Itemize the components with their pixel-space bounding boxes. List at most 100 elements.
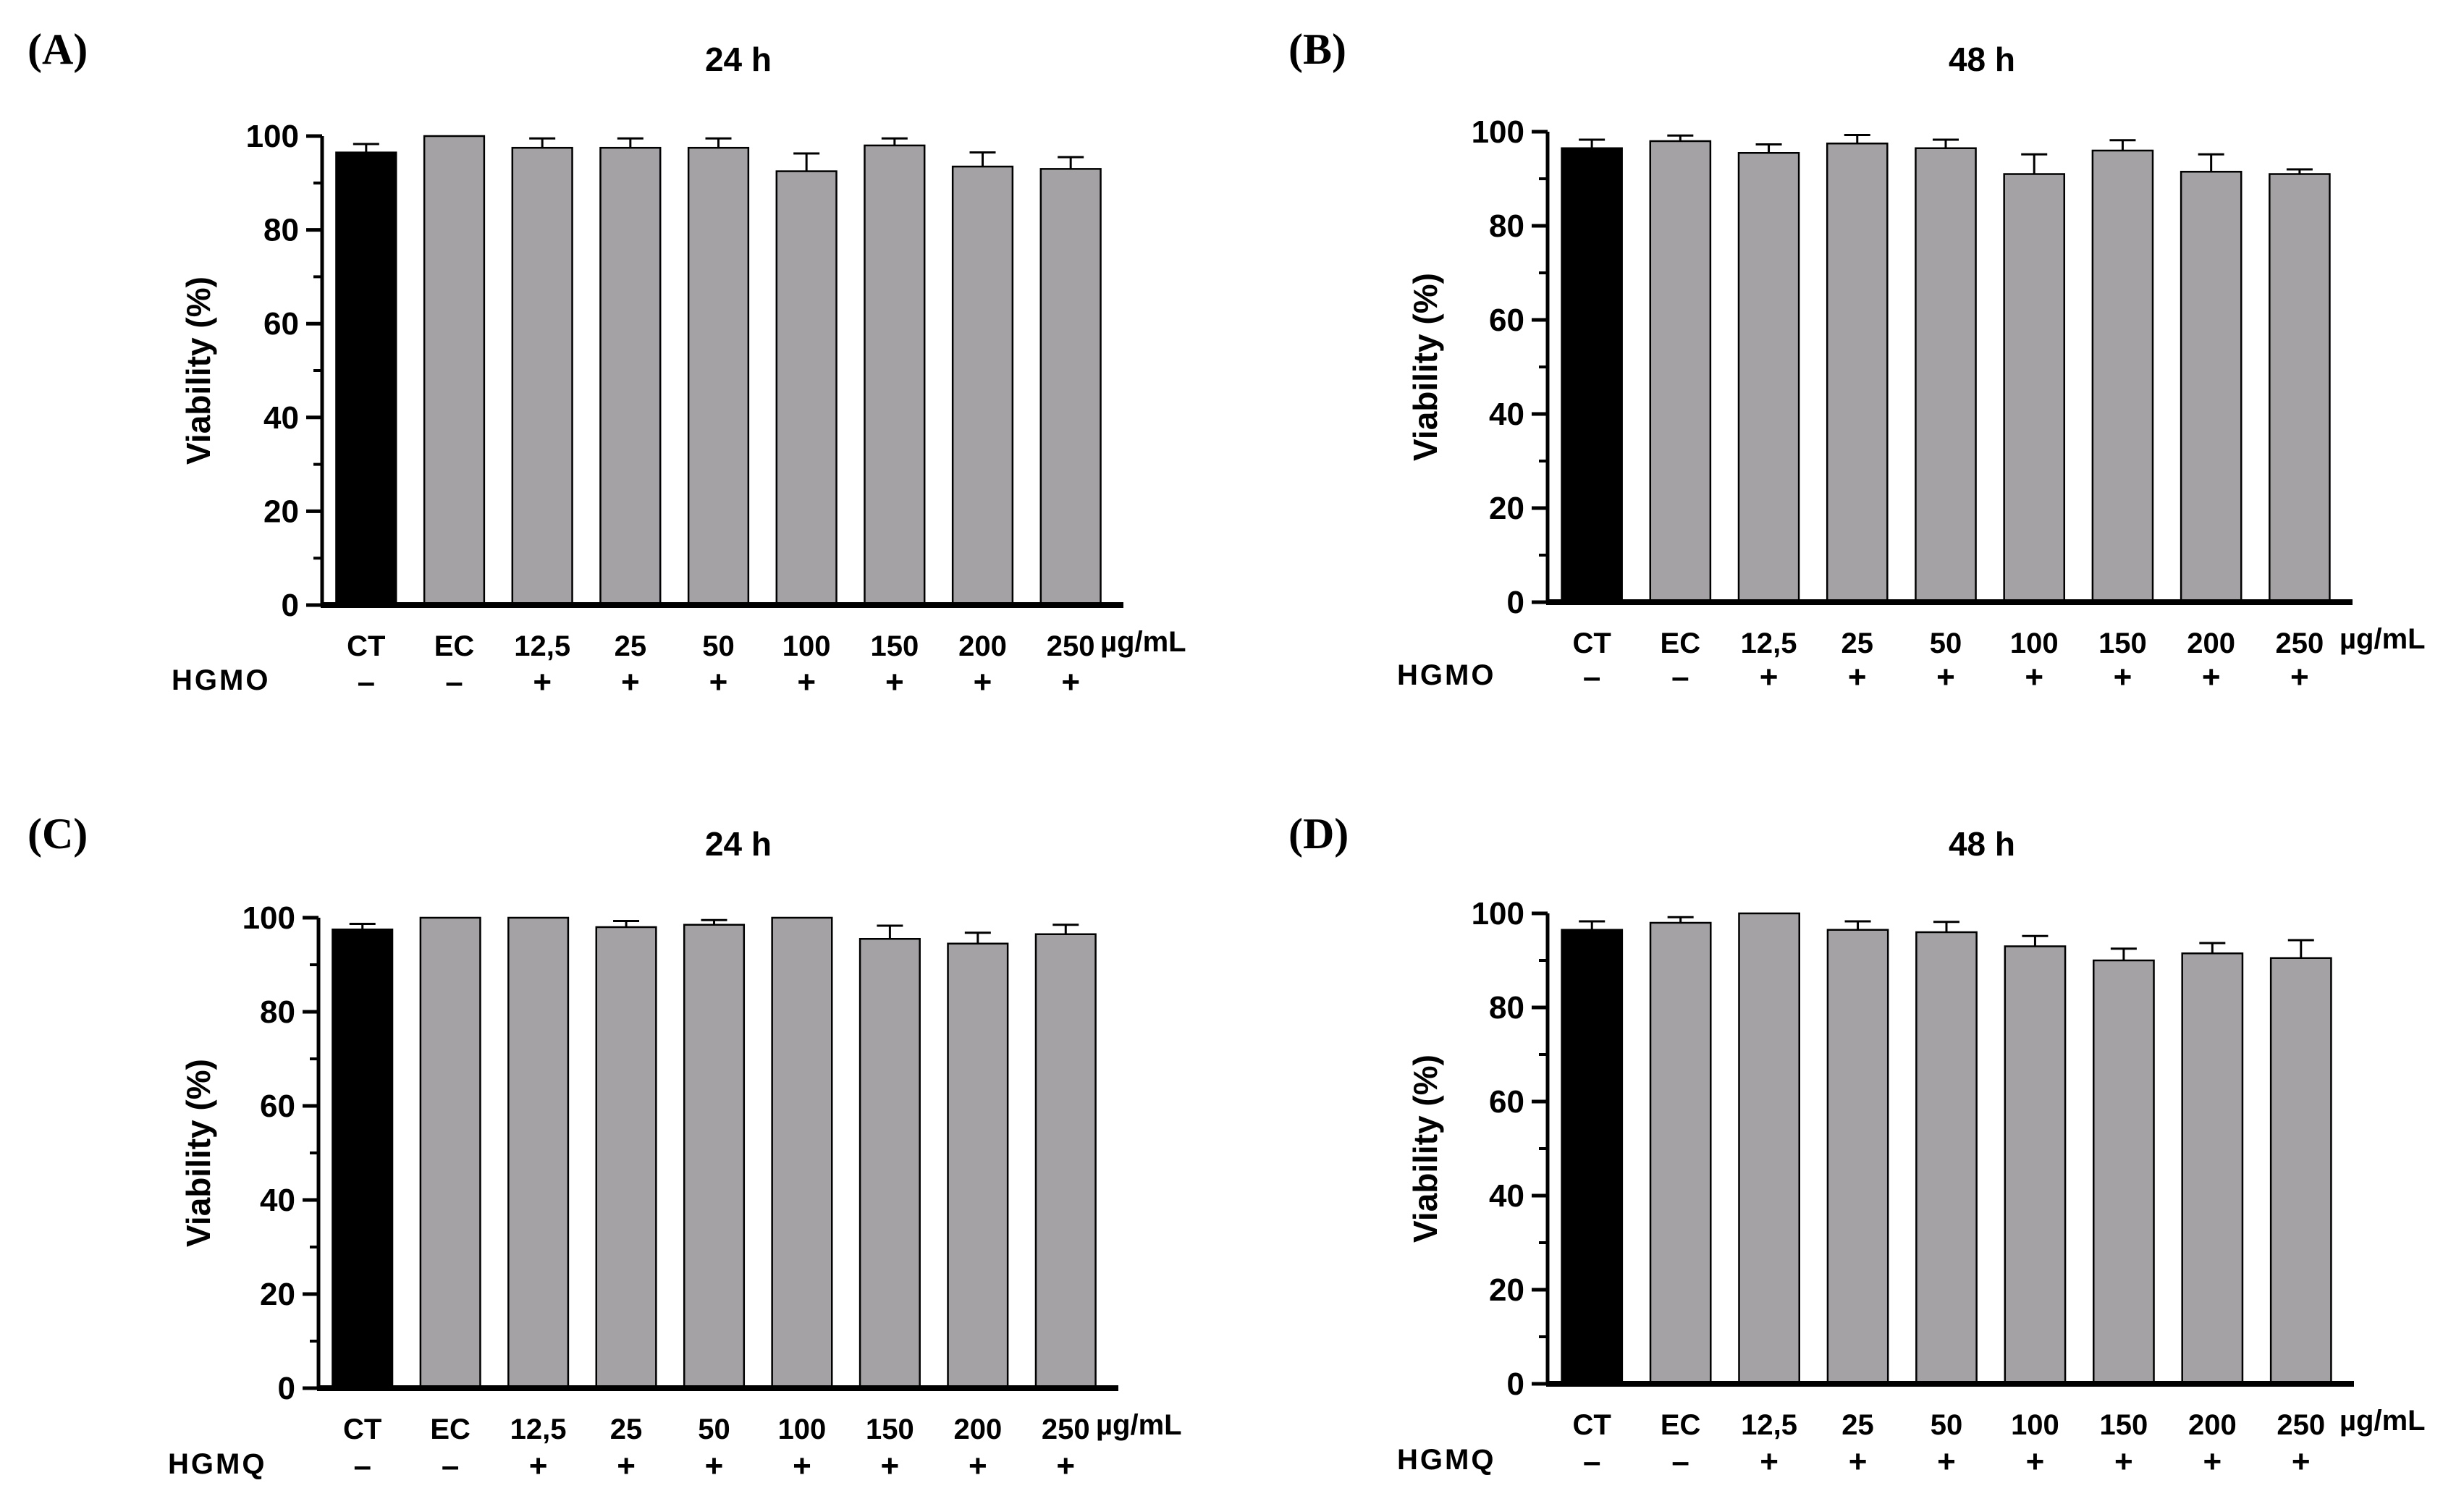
- bar: [2004, 945, 2067, 1385]
- y-tick-label: 0: [278, 1371, 295, 1406]
- bar: [947, 942, 1009, 1390]
- y-tick-label: 80: [260, 994, 295, 1030]
- y-tick-label: 40: [1489, 1178, 1524, 1214]
- y-axis-label: Viability (%): [180, 1059, 217, 1247]
- treatment-sign: +: [709, 664, 728, 700]
- y-tick-label: 40: [260, 1183, 295, 1218]
- treatment-sign: –: [442, 1448, 459, 1484]
- treatment-sign: +: [529, 1448, 548, 1484]
- category-label: 150: [2098, 627, 2147, 659]
- bar: [332, 929, 394, 1390]
- treatment-sign: –: [1583, 1444, 1600, 1479]
- treatment-sign: –: [1671, 659, 1689, 695]
- unit-label: µg/mL: [2339, 623, 2426, 655]
- y-tick-label: 60: [1489, 1084, 1524, 1120]
- treatment-sign: +: [533, 664, 552, 700]
- bar: [1561, 147, 1623, 604]
- y-tick-label: 60: [260, 1089, 295, 1124]
- bar: [1561, 929, 1624, 1385]
- category-label: 50: [698, 1413, 730, 1445]
- treatment-sign: +: [881, 1448, 900, 1484]
- treatment-label: HGMO: [1397, 659, 1495, 691]
- unit-label: µg/mL: [1100, 626, 1186, 658]
- y-tick-label: 60: [263, 306, 299, 342]
- category-label: 250: [1042, 1413, 1090, 1445]
- category-label: CT: [1573, 1409, 1611, 1441]
- treatment-sign: +: [1760, 659, 1779, 695]
- panel-letter: (B): [1288, 25, 1346, 73]
- y-tick-label: 100: [1472, 114, 1524, 150]
- y-tick-label: 0: [1507, 1366, 1524, 1402]
- treatment-sign: +: [2202, 659, 2221, 695]
- y-tick-label: 100: [1472, 896, 1524, 931]
- treatment-sign: –: [358, 664, 375, 700]
- y-tick-label: 80: [1489, 990, 1524, 1026]
- category-label: 150: [866, 1413, 914, 1445]
- panel-letter: (A): [28, 25, 88, 73]
- treatment-sign: +: [974, 664, 992, 700]
- category-label: CT: [347, 630, 385, 662]
- y-tick-label: 40: [1489, 397, 1524, 432]
- treatment-sign: +: [2292, 1444, 2311, 1479]
- category-label: 50: [702, 630, 735, 662]
- treatment-sign: +: [621, 664, 640, 700]
- treatment-label: HGMQ: [1397, 1444, 1495, 1476]
- bar: [2093, 959, 2155, 1385]
- y-tick-label: 0: [1507, 585, 1524, 620]
- bar: [1915, 147, 1977, 604]
- treatment-sign: +: [793, 1448, 811, 1484]
- y-axis-label: Viability (%): [1406, 273, 1444, 461]
- bar: [507, 916, 570, 1390]
- category-label: 250: [1047, 630, 1095, 662]
- bar: [2180, 171, 2243, 604]
- treatment-sign: +: [2290, 659, 2309, 695]
- bar: [2003, 173, 2066, 604]
- bar: [1826, 929, 1889, 1385]
- bar: [1649, 140, 1712, 604]
- category-label: 50: [1930, 627, 1962, 659]
- category-label: 200: [953, 1413, 1002, 1445]
- treatment-sign: +: [1061, 664, 1080, 700]
- category-label: 150: [870, 630, 919, 662]
- category-label: 100: [2011, 1409, 2059, 1441]
- bar: [1826, 143, 1889, 604]
- treatment-sign: +: [1849, 1444, 1868, 1479]
- y-tick-label: 80: [263, 213, 299, 248]
- bar: [2269, 957, 2332, 1385]
- y-tick-label: 100: [246, 119, 299, 154]
- panel-title: 48 h: [1949, 825, 2015, 863]
- category-label: 250: [2277, 1409, 2325, 1441]
- category-label: 200: [958, 630, 1007, 662]
- bar: [2091, 149, 2154, 604]
- panel-title: 24 h: [705, 825, 772, 863]
- treatment-sign: +: [2203, 1444, 2222, 1479]
- treatment-sign: +: [2114, 659, 2132, 695]
- treatment-sign: –: [1583, 659, 1600, 695]
- category-label: 100: [2010, 627, 2059, 659]
- y-axis-label: Viability (%): [1406, 1055, 1444, 1243]
- category-label: 250: [2276, 627, 2324, 659]
- treatment-sign: +: [1056, 1448, 1075, 1484]
- treatment-sign: +: [797, 664, 816, 700]
- treatment-sign: +: [2025, 659, 2043, 695]
- treatment-sign: +: [1848, 659, 1867, 695]
- category-label: 25: [1841, 1409, 1874, 1441]
- treatment-sign: +: [2026, 1444, 2045, 1479]
- category-label: 12,5: [1741, 627, 1797, 659]
- treatment-label: HGMQ: [168, 1448, 266, 1480]
- panel-title: 24 h: [705, 41, 772, 78]
- bar: [2269, 173, 2331, 604]
- treatment-sign: +: [705, 1448, 724, 1484]
- bar: [1034, 933, 1097, 1390]
- category-label: 12,5: [1741, 1409, 1797, 1441]
- panel-letter: (D): [1288, 810, 1349, 858]
- bar: [423, 135, 486, 607]
- bar: [951, 165, 1014, 607]
- bar: [419, 916, 481, 1390]
- bar: [599, 146, 662, 607]
